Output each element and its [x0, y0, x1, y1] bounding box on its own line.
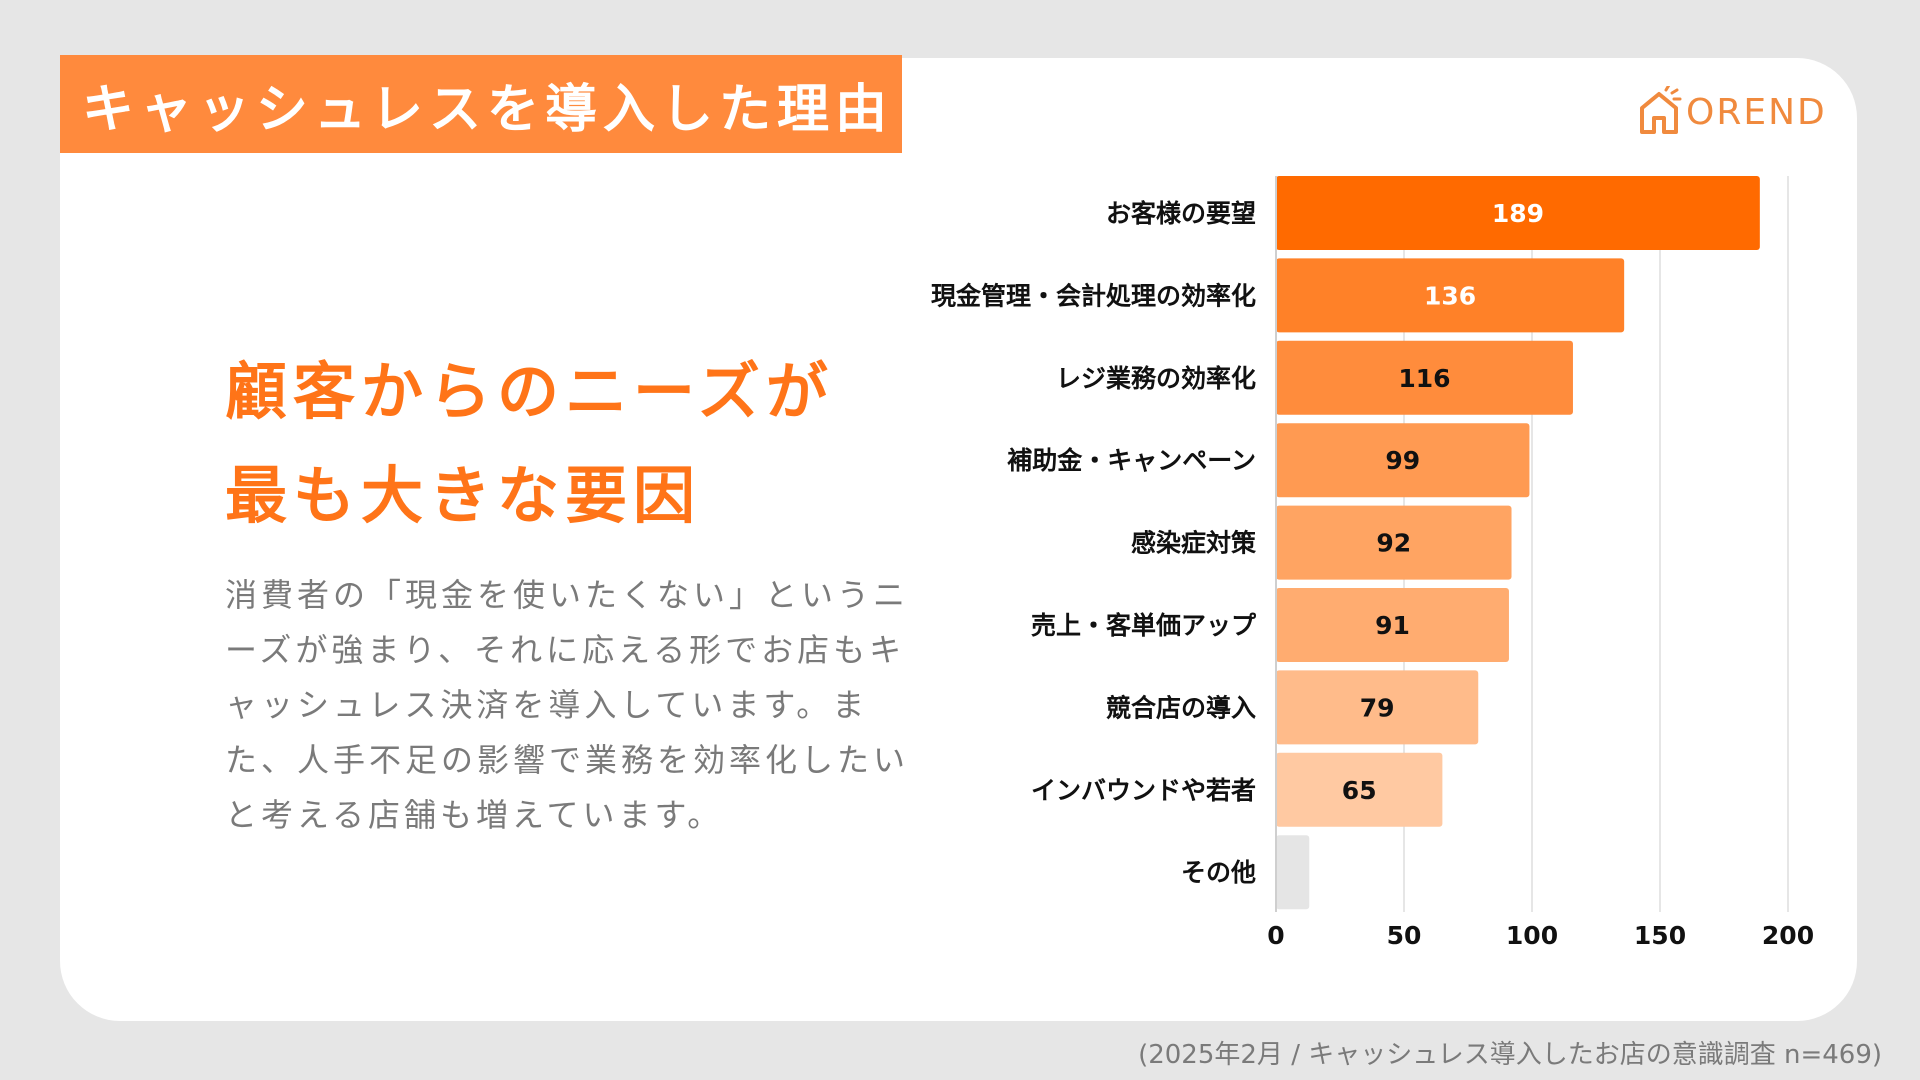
headline-line-1: 顧客からのニーズが — [225, 355, 834, 428]
category-label: その他 — [1181, 858, 1256, 887]
x-tick-label: 0 — [1267, 921, 1284, 950]
x-tick-label: 100 — [1506, 921, 1558, 950]
value-label: 99 — [1385, 446, 1420, 475]
brand-logo: OREND — [1636, 84, 1827, 140]
headline-line-2: 最も大きな要因 — [225, 459, 702, 532]
category-label: 競合店の導入 — [1106, 693, 1256, 722]
category-label: レジ業務の効率化 — [1056, 364, 1256, 393]
value-label: 79 — [1360, 693, 1395, 722]
category-label: お客様の要望 — [1106, 199, 1256, 228]
category-label: 現金管理・会計処理の効率化 — [931, 281, 1256, 310]
bar — [1276, 423, 1530, 498]
title-band: キャッシュレスを導入した理由 — [60, 55, 902, 153]
page-title: キャッシュレスを導入した理由 — [82, 79, 893, 140]
value-label: 116 — [1398, 364, 1450, 393]
logo-text: OREND — [1686, 91, 1827, 133]
category-label: 補助金・キャンペーン — [1006, 446, 1256, 475]
value-label: 91 — [1375, 611, 1410, 640]
bar — [1276, 258, 1625, 333]
x-tick-label: 150 — [1634, 921, 1686, 950]
value-label: 92 — [1376, 529, 1411, 558]
bar — [1276, 588, 1509, 662]
category-label: インバウンドや若者 — [1031, 776, 1256, 805]
value-label: 65 — [1342, 776, 1377, 805]
bar — [1276, 835, 1310, 910]
bar — [1276, 340, 1573, 415]
source-footnote: (2025年2月 / キャッシュレス導入したお店の意識調査 n=469) — [1138, 1040, 1882, 1070]
value-label: 136 — [1424, 281, 1476, 310]
house-logo-icon — [1640, 86, 1682, 134]
category-label: 感染症対策 — [1131, 529, 1257, 558]
headline: 顧客からのニーズが 最も大きな要因 — [225, 340, 925, 548]
x-tick-label: 200 — [1762, 921, 1814, 950]
category-label: 売上・客単価アップ — [1031, 611, 1257, 640]
body-text: 消費者の「現金を使いたくない」というニーズが強まり、それに応える形でお店もキャッ… — [225, 576, 910, 834]
bar — [1276, 752, 1443, 827]
x-tick-label: 50 — [1387, 921, 1422, 950]
bar — [1276, 670, 1479, 745]
bar — [1276, 176, 1760, 250]
bar — [1276, 505, 1512, 580]
value-label: 189 — [1492, 199, 1544, 228]
